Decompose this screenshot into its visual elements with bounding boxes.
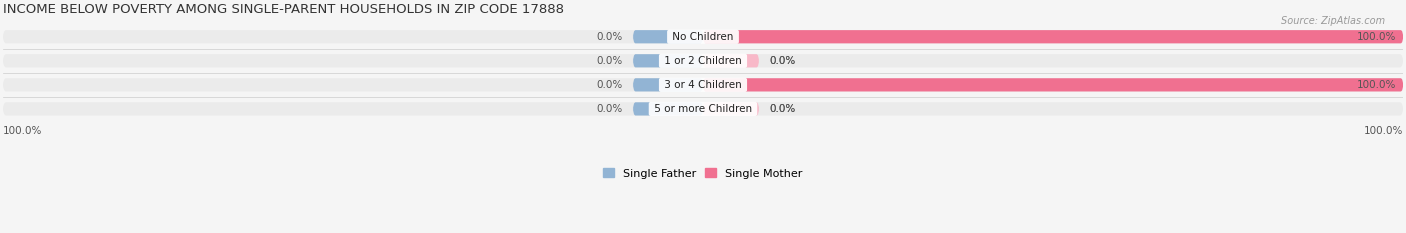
- Text: 0.0%: 0.0%: [596, 80, 623, 90]
- FancyBboxPatch shape: [703, 78, 1403, 92]
- FancyBboxPatch shape: [3, 78, 1403, 92]
- Text: 0.0%: 0.0%: [769, 104, 796, 114]
- Text: 0.0%: 0.0%: [769, 104, 796, 114]
- Text: 5 or more Children: 5 or more Children: [651, 104, 755, 114]
- Text: 100.0%: 100.0%: [1357, 32, 1396, 42]
- Text: 100.0%: 100.0%: [1357, 80, 1396, 90]
- FancyBboxPatch shape: [633, 102, 703, 116]
- Text: 0.0%: 0.0%: [769, 56, 796, 66]
- Text: 0.0%: 0.0%: [596, 32, 623, 42]
- FancyBboxPatch shape: [633, 54, 703, 67]
- FancyBboxPatch shape: [633, 78, 703, 92]
- FancyBboxPatch shape: [3, 102, 1403, 116]
- Text: 100.0%: 100.0%: [3, 126, 42, 136]
- Text: Source: ZipAtlas.com: Source: ZipAtlas.com: [1281, 16, 1385, 26]
- Text: No Children: No Children: [669, 32, 737, 42]
- Text: INCOME BELOW POVERTY AMONG SINGLE-PARENT HOUSEHOLDS IN ZIP CODE 17888: INCOME BELOW POVERTY AMONG SINGLE-PARENT…: [3, 3, 564, 16]
- FancyBboxPatch shape: [703, 54, 759, 67]
- Text: 0.0%: 0.0%: [596, 104, 623, 114]
- Text: 1 or 2 Children: 1 or 2 Children: [661, 56, 745, 66]
- Text: 3 or 4 Children: 3 or 4 Children: [661, 80, 745, 90]
- FancyBboxPatch shape: [633, 30, 703, 43]
- FancyBboxPatch shape: [3, 30, 1403, 43]
- Text: 100.0%: 100.0%: [1364, 126, 1403, 136]
- Text: 0.0%: 0.0%: [596, 56, 623, 66]
- FancyBboxPatch shape: [703, 102, 759, 116]
- Text: 0.0%: 0.0%: [769, 56, 796, 66]
- Legend: Single Father, Single Mother: Single Father, Single Mother: [599, 164, 807, 183]
- FancyBboxPatch shape: [3, 54, 1403, 67]
- FancyBboxPatch shape: [703, 30, 1403, 43]
